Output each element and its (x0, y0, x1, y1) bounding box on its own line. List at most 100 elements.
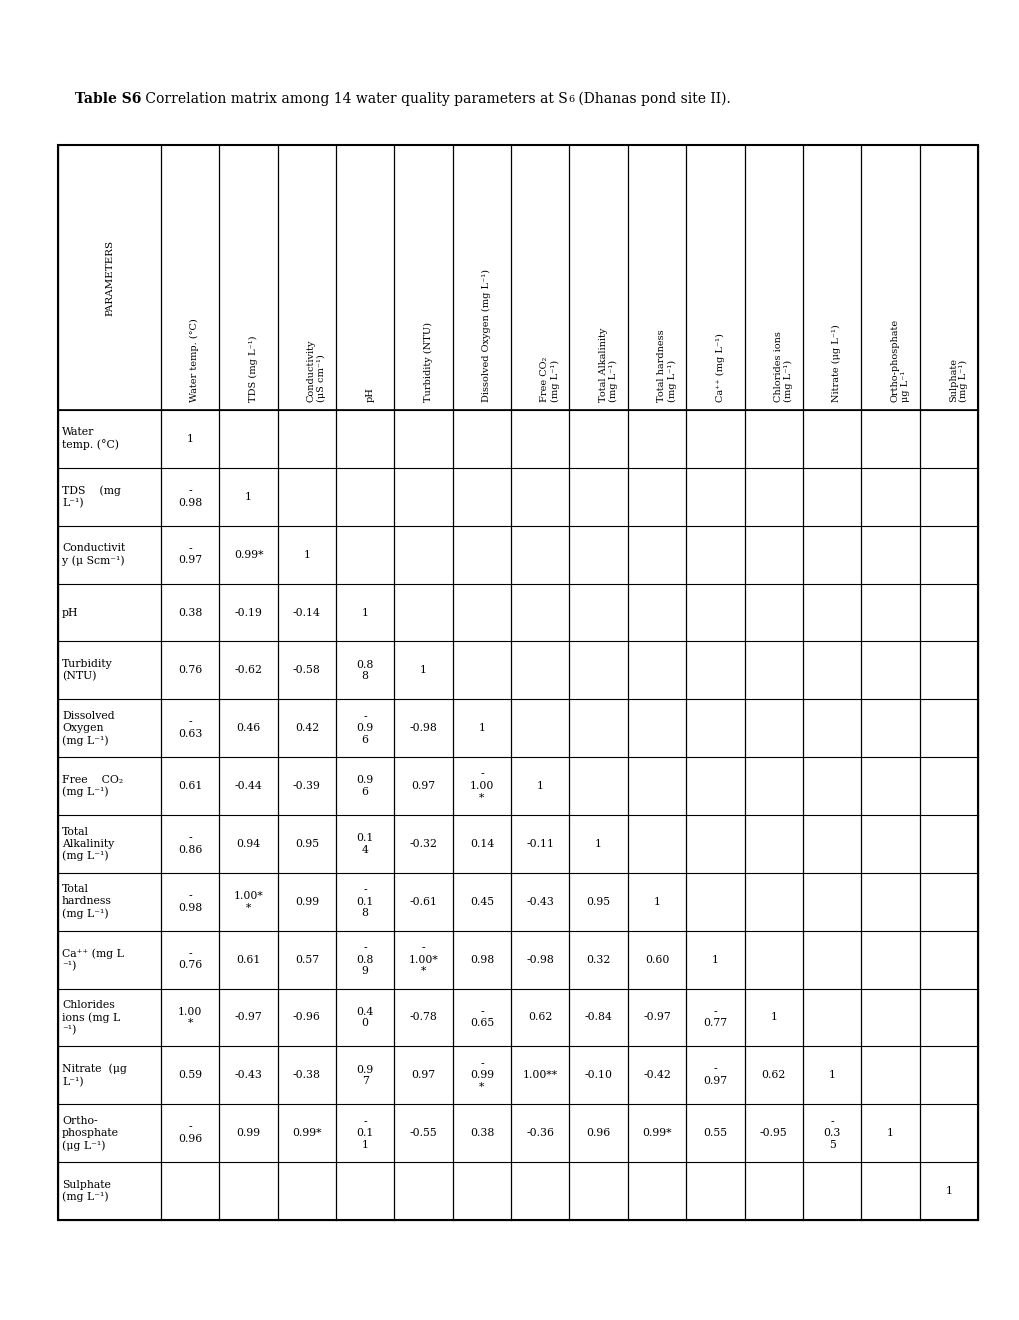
Text: -0.96: -0.96 (292, 1012, 321, 1023)
Text: -
0.97: - 0.97 (703, 1064, 727, 1086)
Text: 0.57: 0.57 (294, 954, 319, 965)
Text: pH: pH (365, 387, 374, 403)
Text: 0.98: 0.98 (470, 954, 493, 965)
Text: 0.38: 0.38 (178, 607, 202, 618)
Text: -0.98: -0.98 (526, 954, 553, 965)
Text: -0.44: -0.44 (234, 781, 262, 791)
Text: -0.43: -0.43 (234, 1071, 262, 1080)
Text: TDS (mg L⁻¹): TDS (mg L⁻¹) (249, 335, 258, 403)
Text: Dissolved
Oxygen
(mg L⁻¹): Dissolved Oxygen (mg L⁻¹) (62, 711, 114, 746)
Text: Nitrate  (μg
L⁻¹): Nitrate (μg L⁻¹) (62, 1064, 126, 1086)
Text: 6: 6 (568, 95, 574, 104)
Text: 0.32: 0.32 (586, 954, 610, 965)
Text: 1: 1 (303, 549, 310, 560)
Bar (58, 145, 977, 1220)
Text: Sulphate
(mg L⁻¹): Sulphate (mg L⁻¹) (948, 358, 967, 403)
Text: 1: 1 (478, 723, 485, 733)
Text: -0.84: -0.84 (584, 1012, 612, 1023)
Text: Turbidity (NTU): Turbidity (NTU) (423, 322, 432, 403)
Text: 0.60: 0.60 (644, 954, 668, 965)
Text: Ortho-
phosphate
(μg L⁻¹): Ortho- phosphate (μg L⁻¹) (62, 1115, 119, 1151)
Text: -
0.3
5: - 0.3 5 (822, 1117, 840, 1150)
Text: PARAMETERS: PARAMETERS (105, 239, 114, 315)
Text: 0.8
8: 0.8 8 (357, 660, 374, 681)
Text: 0.45: 0.45 (470, 896, 493, 907)
Text: -0.98: -0.98 (410, 723, 437, 733)
Text: -
0.9
6: - 0.9 6 (357, 711, 374, 744)
Text: Total
hardness
(mg L⁻¹): Total hardness (mg L⁻¹) (62, 884, 112, 919)
Text: Ortho-phosphate
μg L⁻¹: Ortho-phosphate μg L⁻¹ (890, 319, 909, 403)
Text: -0.11: -0.11 (526, 840, 553, 849)
Text: 1: 1 (711, 954, 718, 965)
Text: -
0.8
9: - 0.8 9 (357, 942, 374, 977)
Text: -
0.65: - 0.65 (470, 1007, 493, 1028)
Text: TDS    (mg
L⁻¹): TDS (mg L⁻¹) (62, 486, 121, 508)
Text: 1: 1 (186, 434, 194, 444)
Text: 1: 1 (945, 1187, 952, 1196)
Text: 0.97: 0.97 (411, 1071, 435, 1080)
Text: 1: 1 (653, 896, 660, 907)
Text: -
0.97: - 0.97 (178, 544, 202, 565)
Text: -0.58: -0.58 (292, 665, 321, 676)
Text: 0.38: 0.38 (470, 1129, 493, 1138)
Text: 0.59: 0.59 (178, 1071, 202, 1080)
Text: 1: 1 (362, 607, 369, 618)
Text: 0.94: 0.94 (236, 840, 260, 849)
Text: 1: 1 (420, 665, 427, 676)
Text: Conductivit
y (μ Scm⁻¹): Conductivit y (μ Scm⁻¹) (62, 544, 125, 566)
Text: 0.99: 0.99 (294, 896, 319, 907)
Text: 1: 1 (595, 840, 601, 849)
Text: Dissolved Oxygen (mg L⁻¹): Dissolved Oxygen (mg L⁻¹) (482, 269, 490, 403)
Text: 1: 1 (536, 781, 543, 791)
Text: 0.42: 0.42 (294, 723, 319, 733)
Text: (Dhanas pond site II).: (Dhanas pond site II). (574, 92, 731, 107)
Text: 0.61: 0.61 (178, 781, 202, 791)
Text: -0.43: -0.43 (526, 896, 553, 907)
Text: -
0.63: - 0.63 (178, 717, 202, 739)
Text: -0.14: -0.14 (292, 607, 321, 618)
Text: 0.55: 0.55 (703, 1129, 727, 1138)
Text: pH: pH (62, 607, 78, 618)
Text: -0.62: -0.62 (234, 665, 262, 676)
Text: -
0.77: - 0.77 (703, 1007, 727, 1028)
Text: 0.95: 0.95 (294, 840, 319, 849)
Text: Chlorides ions
(mg L⁻¹): Chlorides ions (mg L⁻¹) (773, 331, 793, 403)
Text: -0.19: -0.19 (234, 607, 262, 618)
Text: 0.1
4: 0.1 4 (357, 833, 374, 855)
Text: Sulphate
(mg L⁻¹): Sulphate (mg L⁻¹) (62, 1180, 111, 1203)
Text: -0.97: -0.97 (643, 1012, 671, 1023)
Text: 0.99*: 0.99* (642, 1129, 672, 1138)
Text: -
0.76: - 0.76 (178, 949, 202, 970)
Text: 0.99*: 0.99* (291, 1129, 321, 1138)
Text: 0.99*: 0.99* (233, 549, 263, 560)
Text: Total hardness
(mg L⁻¹): Total hardness (mg L⁻¹) (656, 330, 676, 403)
Text: -0.10: -0.10 (584, 1071, 612, 1080)
Text: 1: 1 (827, 1071, 835, 1080)
Text: -
0.86: - 0.86 (178, 833, 202, 855)
Text: Nitrate (μg L⁻¹): Nitrate (μg L⁻¹) (832, 325, 841, 403)
Text: Water
temp. (°C): Water temp. (°C) (62, 428, 119, 450)
Text: Correlation matrix among 14 water quality parameters at S: Correlation matrix among 14 water qualit… (142, 92, 568, 106)
Text: -0.55: -0.55 (410, 1129, 437, 1138)
Text: -0.78: -0.78 (410, 1012, 437, 1023)
Text: 1.00*
*: 1.00* * (233, 891, 263, 912)
Text: Ca⁺⁺ (mg L
⁻¹): Ca⁺⁺ (mg L ⁻¹) (62, 948, 123, 972)
Text: -0.36: -0.36 (526, 1129, 553, 1138)
Text: Turbidity
(NTU): Turbidity (NTU) (62, 659, 113, 681)
Text: -
1.00
*: - 1.00 * (470, 770, 493, 803)
Text: -
1.00*
*: - 1.00* * (409, 942, 438, 977)
Text: 1: 1 (887, 1129, 893, 1138)
Text: Free    CO₂
(mg L⁻¹): Free CO₂ (mg L⁻¹) (62, 775, 123, 797)
Text: 0.62: 0.62 (761, 1071, 786, 1080)
Text: 0.95: 0.95 (586, 896, 610, 907)
Text: Chlorides
ions (mg L
⁻¹): Chlorides ions (mg L ⁻¹) (62, 1001, 120, 1035)
Text: 1.00**: 1.00** (523, 1071, 557, 1080)
Text: -
0.98: - 0.98 (178, 486, 202, 508)
Text: -
0.1
1: - 0.1 1 (357, 1117, 374, 1150)
Text: 0.46: 0.46 (236, 723, 261, 733)
Text: Water temp. (°C): Water temp. (°C) (190, 318, 199, 403)
Text: 0.4
0: 0.4 0 (357, 1007, 374, 1028)
Text: 0.96: 0.96 (586, 1129, 610, 1138)
Text: 0.62: 0.62 (528, 1012, 552, 1023)
Text: -0.95: -0.95 (759, 1129, 787, 1138)
